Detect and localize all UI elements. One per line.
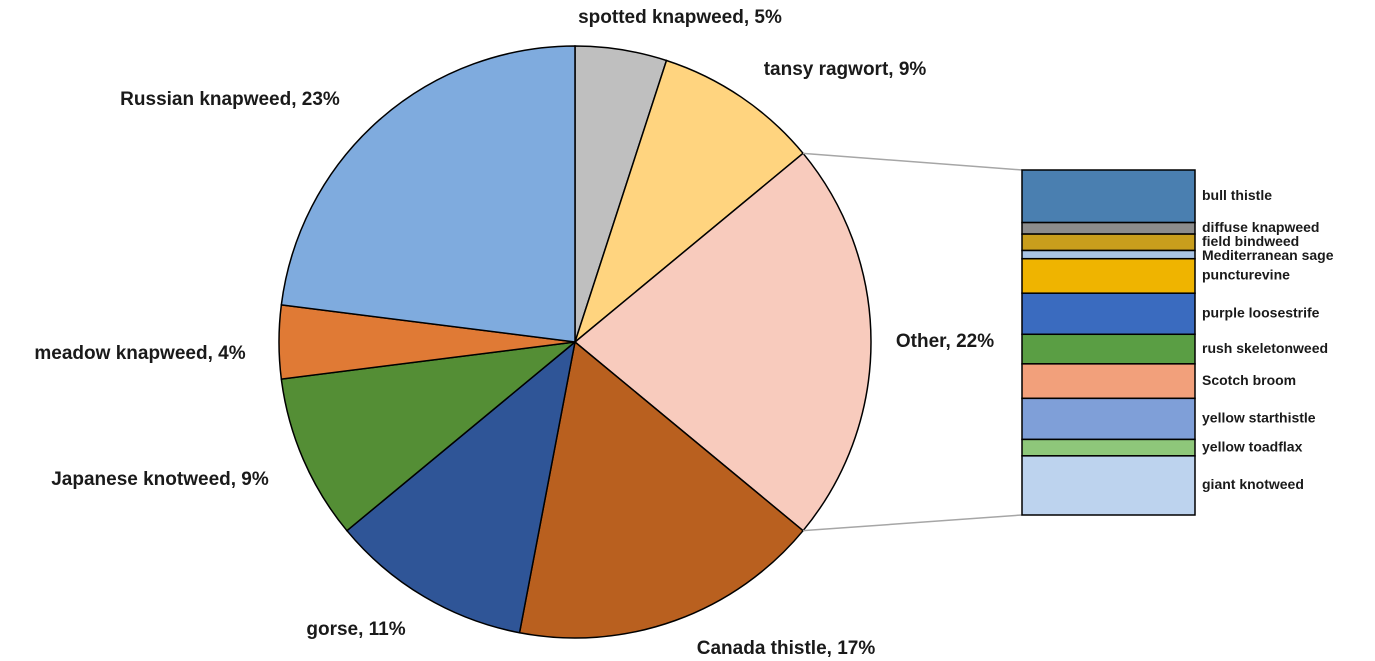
pie-data-label: tansy ragwort, 9% xyxy=(764,59,927,80)
bar-segment xyxy=(1021,169,1196,224)
bar-label: Scotch broom xyxy=(1202,372,1296,388)
pie-slice xyxy=(345,340,577,634)
bar-label: bull thistle xyxy=(1202,187,1272,203)
pie-data-label: meadow knapweed, 4% xyxy=(34,343,245,364)
bar-label: Mediterranean sage xyxy=(1202,247,1334,263)
bar-segment xyxy=(1021,233,1196,252)
bar-label: yellow toadflax xyxy=(1202,438,1303,454)
pie-slice xyxy=(573,152,872,532)
bar-segment xyxy=(1021,455,1196,516)
pie-slice xyxy=(573,59,805,345)
bar-label: field bindweed xyxy=(1202,233,1299,249)
pie-data-label: Canada thistle, 17% xyxy=(697,638,876,659)
pie-data-label: Japanese knotweed, 9% xyxy=(51,469,269,490)
pie-data-label: Russian knapweed, 23% xyxy=(120,89,340,110)
pie-slice xyxy=(280,340,578,532)
bar-segment xyxy=(1021,249,1196,260)
bar-label: purple loosestrife xyxy=(1202,304,1320,320)
bar-label: rush skeletonweed xyxy=(1202,340,1328,356)
bar-segment xyxy=(1021,257,1196,294)
pie-data-label: gorse, 11% xyxy=(306,619,405,640)
connector-line xyxy=(803,152,1023,171)
bar-segment xyxy=(1021,221,1196,235)
bar-label: puncturevine xyxy=(1202,267,1290,283)
bar-segment xyxy=(1021,438,1196,457)
pie-slice xyxy=(518,340,805,639)
bar-label: yellow starthistle xyxy=(1202,410,1316,426)
pie-data-label: spotted knapweed, 5% xyxy=(578,7,782,28)
bar-segment xyxy=(1021,363,1196,400)
bar-segment xyxy=(1021,397,1196,441)
bar-label: diffuse knapweed xyxy=(1202,219,1319,235)
connector-line xyxy=(803,514,1023,532)
bar-segment xyxy=(1021,333,1196,365)
bar-label: giant knotweed xyxy=(1202,476,1304,492)
bar-segment xyxy=(1021,292,1196,336)
pie-slice xyxy=(280,45,576,343)
pie-data-label: Other, 22% xyxy=(896,331,994,352)
